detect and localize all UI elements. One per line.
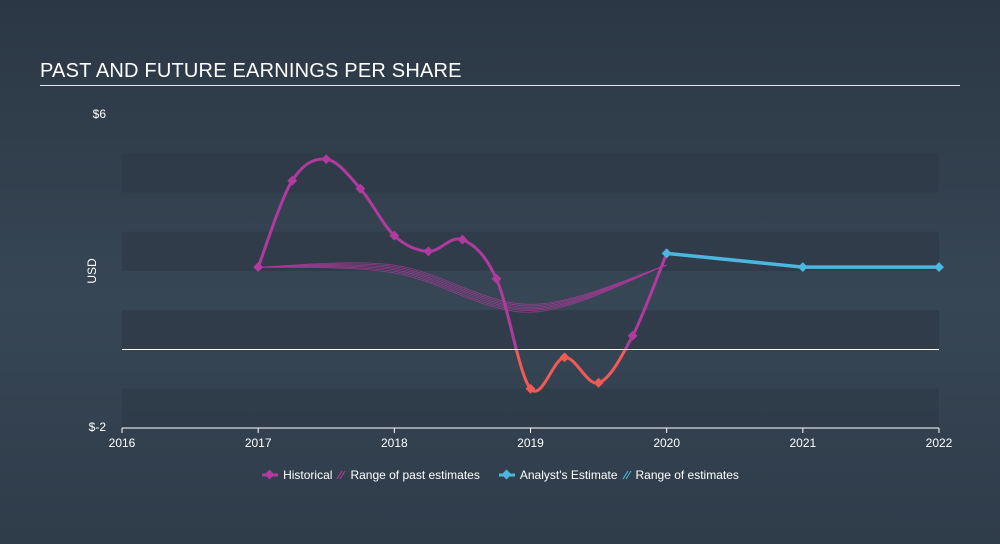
x-tick-label: 2021 bbox=[789, 436, 816, 450]
historical-point[interactable] bbox=[321, 154, 332, 165]
analyst-estimate-point[interactable] bbox=[661, 248, 672, 259]
range-past-estimate-line bbox=[258, 264, 667, 313]
y-axis-label: USD bbox=[85, 258, 99, 284]
historical-point[interactable] bbox=[389, 230, 400, 241]
historical-point[interactable] bbox=[491, 273, 502, 284]
legend-item-range-past[interactable]: Range of past estimates bbox=[336, 468, 480, 482]
series-markers bbox=[253, 154, 944, 394]
x-tick-label: 2016 bbox=[109, 436, 136, 450]
legend-item-range-estimates[interactable]: Range of estimates bbox=[622, 468, 739, 482]
analyst-estimate-point[interactable] bbox=[797, 262, 808, 273]
historical-line bbox=[256, 157, 669, 350]
historical-point[interactable] bbox=[457, 234, 468, 245]
range-estimates-swatch-icon bbox=[622, 470, 631, 480]
x-tick-label: 2017 bbox=[245, 436, 272, 450]
x-tick-label: 2022 bbox=[926, 436, 953, 450]
historical-point[interactable] bbox=[559, 352, 570, 363]
range-past-estimate-line bbox=[258, 264, 667, 312]
x-tick-label: 2018 bbox=[381, 436, 408, 450]
range-past-estimate-line bbox=[258, 263, 667, 307]
legend-label-analyst-estimate: Analyst's Estimate bbox=[519, 468, 618, 482]
historical-point[interactable] bbox=[525, 383, 536, 394]
range-past-estimate-line bbox=[258, 262, 667, 305]
historical-point[interactable] bbox=[593, 377, 604, 388]
series-lines bbox=[256, 157, 939, 393]
historical-point[interactable] bbox=[423, 246, 434, 257]
background-band bbox=[122, 153, 939, 193]
analyst-estimate-point[interactable] bbox=[934, 262, 944, 273]
background-bands bbox=[122, 153, 939, 428]
historical-point[interactable] bbox=[287, 175, 298, 186]
legend-label-historical: Historical bbox=[283, 468, 333, 482]
x-tick-label: 2020 bbox=[653, 436, 680, 450]
x-axis-ticks: 2016 2017 2018 2019 2020 2021 2022 bbox=[109, 428, 953, 450]
historical-point[interactable] bbox=[253, 262, 264, 273]
historical-swatch-icon bbox=[262, 469, 279, 480]
historical-point[interactable] bbox=[627, 330, 638, 341]
range-past-swatch-icon bbox=[337, 470, 346, 480]
background-band bbox=[122, 310, 939, 350]
historical-point[interactable] bbox=[355, 183, 366, 194]
range-past-estimate-line bbox=[258, 264, 667, 310]
range-of-past-estimates-area bbox=[258, 262, 667, 313]
background-band bbox=[122, 231, 939, 271]
legend-label-range-estimates: Range of estimates bbox=[635, 468, 739, 482]
legend-item-analyst-estimate[interactable]: Analyst's Estimate bbox=[498, 468, 618, 482]
legend: Historical Range of past estimates Analy… bbox=[0, 468, 1000, 482]
analyst-estimate-swatch-icon bbox=[498, 469, 515, 480]
legend-item-historical[interactable]: Historical bbox=[261, 468, 332, 482]
chart-title: PAST AND FUTURE EARNINGS PER SHARE bbox=[40, 60, 462, 82]
legend-label-range-past: Range of past estimates bbox=[350, 468, 480, 482]
x-tick-label: 2019 bbox=[517, 436, 544, 450]
background-band bbox=[122, 388, 939, 428]
historical-line-negative bbox=[514, 349, 628, 393]
range-past-estimate-line bbox=[258, 264, 667, 308]
title-divider bbox=[40, 85, 960, 86]
y-tick-label-top: $6 bbox=[93, 107, 107, 121]
y-tick-label-bottom: $-2 bbox=[89, 420, 107, 434]
